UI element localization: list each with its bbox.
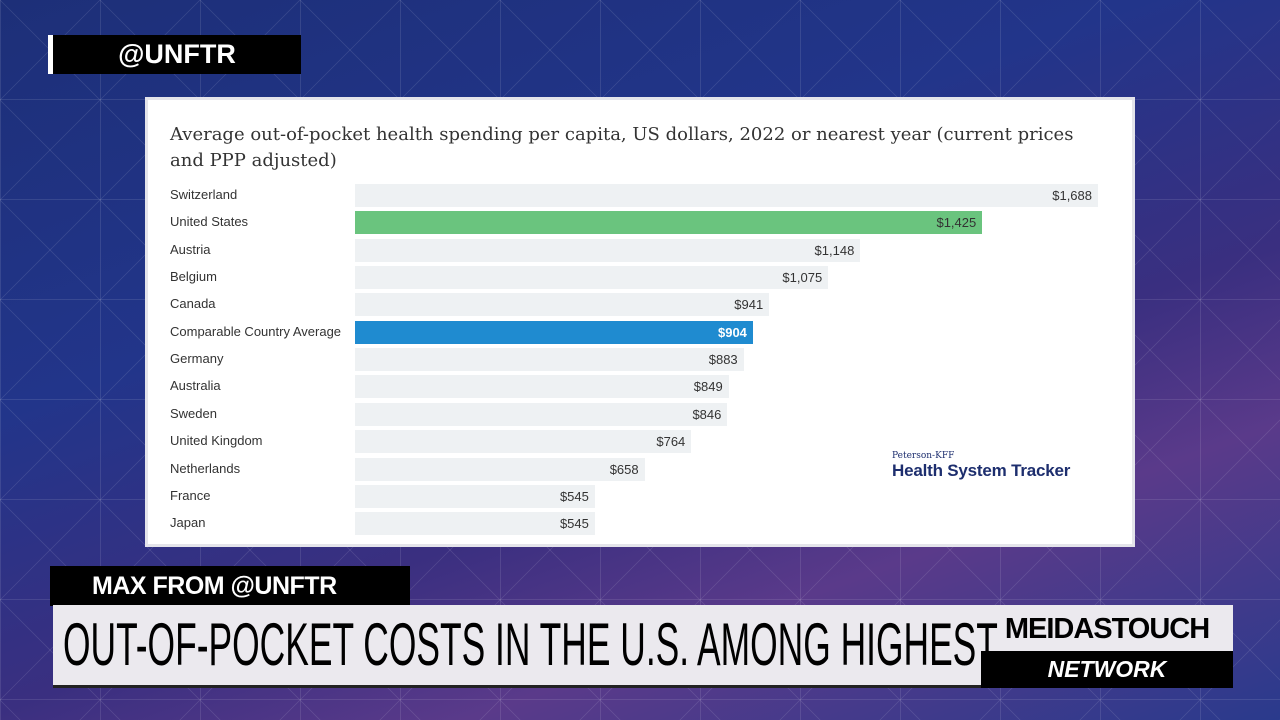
category-label: France	[170, 487, 211, 503]
bar-row: Switzerland $1,688	[148, 184, 1138, 207]
bar: $1,425	[355, 211, 983, 235]
bar: $545	[355, 484, 595, 508]
logo-big-text: Health System Tracker	[892, 461, 1071, 480]
value-label: $941	[734, 297, 764, 313]
category-label: Sweden	[170, 405, 217, 421]
category-label: Australia	[170, 378, 221, 394]
bar-row: Belgium $1,075	[148, 266, 1138, 290]
value-label: $904	[717, 324, 747, 340]
brand-top: MEIDASTOUCH	[1004, 613, 1210, 645]
category-label: Germany	[170, 351, 224, 367]
bar: $849	[355, 375, 729, 399]
category-label: United States	[170, 214, 249, 230]
value-label: $846	[692, 406, 722, 422]
category-label: Belgium	[170, 269, 217, 285]
bar-row: Netherlands $658	[148, 457, 1138, 481]
bar: $658	[355, 457, 645, 481]
category-label: Switzerland	[170, 187, 238, 202]
logo-small-text: Peterson-KFF	[892, 451, 955, 461]
value-label: $545	[559, 488, 589, 504]
bar-row: Germany $883	[148, 348, 1138, 372]
lower-third: OUT-OF-POCKET COSTS IN THE U.S. AMONG HI…	[53, 605, 1233, 688]
category-label: United Kingdom	[170, 433, 263, 449]
bar: $941	[355, 293, 770, 317]
bar: $1,148	[355, 238, 861, 262]
bar-row: Canada $941	[148, 293, 1138, 317]
value-label: $1,075	[782, 270, 823, 286]
category-label: Comparable Country Average	[170, 323, 342, 339]
bar: $1,075	[355, 266, 829, 290]
bar: $846	[355, 402, 728, 426]
network-logo: MEIDASTOUCH NETWORK	[981, 605, 1233, 688]
bar: $883	[355, 348, 744, 372]
bar: $764	[355, 430, 692, 454]
speaker-tag: MAX FROM @UNFTR	[50, 566, 410, 606]
value-label: $1,688	[1052, 188, 1092, 203]
value-label: $1,148	[814, 242, 855, 258]
bar-row: France $545	[148, 484, 1138, 508]
value-label: $545	[559, 516, 589, 532]
bar-row: United States $1,425	[148, 211, 1138, 235]
bar-row: Sweden $846	[148, 402, 1138, 426]
bar: $904	[355, 320, 753, 344]
chart-title: Average out-of-pocket health spending pe…	[170, 124, 1074, 171]
source-logo: Peterson-KFF Health System Tracker	[892, 451, 1070, 481]
bar: $545	[355, 512, 595, 536]
value-label: $658	[609, 461, 639, 477]
category-label: Japan	[170, 515, 206, 531]
value-label: $883	[708, 352, 738, 368]
brand-bottom: NETWORK	[981, 651, 1233, 688]
headline: OUT-OF-POCKET COSTS IN THE U.S. AMONG HI…	[63, 611, 998, 678]
bar-row: Austria $1,148	[148, 238, 1138, 262]
value-label: $764	[656, 434, 686, 450]
bar-row: Comparable Country Average $904	[148, 320, 1138, 344]
bar: $1,688	[355, 184, 1098, 207]
category-label: Canada	[170, 296, 216, 312]
chart-card: Average out-of-pocket health spending pe…	[145, 97, 1135, 547]
category-label: Austria	[170, 241, 211, 257]
value-label: $849	[693, 379, 723, 395]
category-label: Netherlands	[170, 460, 241, 476]
value-label: $1,425	[936, 215, 977, 231]
bar-row: Australia $849	[148, 375, 1138, 399]
bar-row: United Kingdom $764	[148, 430, 1138, 454]
bar-row: Japan $545	[148, 512, 1138, 536]
handle-tag: @UNFTR	[48, 35, 301, 74]
